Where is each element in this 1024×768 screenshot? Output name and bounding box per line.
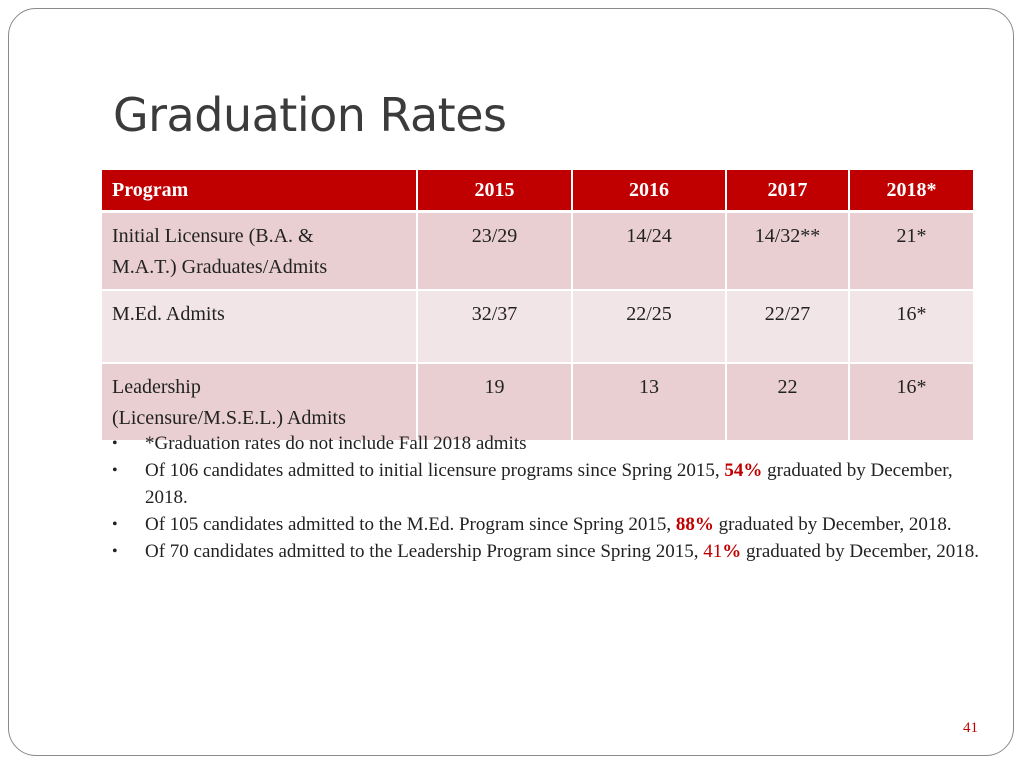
program-name-line1: Leadership bbox=[112, 376, 201, 398]
list-item: • *Graduation rates do not include Fall … bbox=[112, 430, 982, 457]
page-number: 41 bbox=[963, 720, 978, 736]
value-2015: 19 bbox=[417, 363, 573, 442]
bullet-icon: • bbox=[112, 543, 118, 560]
value-2018: 21* bbox=[849, 211, 973, 291]
value-2017: 14/32** bbox=[726, 211, 850, 291]
header-2016: 2016 bbox=[572, 170, 727, 213]
value-2018: 16* bbox=[849, 363, 973, 442]
program-cell: Leadership (Licensure/M.S.E.L.) Admits bbox=[102, 363, 418, 442]
value-2015: 23/29 bbox=[417, 211, 573, 291]
list-item: • Of 105 candidates admitted to the M.Ed… bbox=[112, 511, 982, 538]
note-text-after: graduated by December, 2018. bbox=[741, 541, 979, 562]
table-header-row: Program 2015 2016 2017 2018* bbox=[102, 170, 973, 213]
value-2016: 14/24 bbox=[572, 211, 727, 291]
note-text: *Graduation rates do not include Fall 20… bbox=[145, 433, 527, 454]
value-2018: 16* bbox=[849, 290, 973, 364]
value-2015: 32/37 bbox=[417, 290, 573, 364]
notes-list: • *Graduation rates do not include Fall … bbox=[112, 430, 982, 565]
slide-title: Graduation Rates bbox=[113, 88, 507, 142]
program-name-line1: Initial Licensure (B.A. & bbox=[112, 225, 314, 247]
list-item: • Of 70 candidates admitted to the Leade… bbox=[112, 538, 982, 565]
program-name-line1: M.Ed. Admits bbox=[112, 303, 225, 325]
header-2017: 2017 bbox=[726, 170, 850, 213]
value-2017: 22 bbox=[726, 363, 850, 442]
highlight-percentage: 88% bbox=[675, 514, 714, 535]
highlight-percentage-sign: % bbox=[722, 541, 742, 562]
bullet-icon: • bbox=[112, 435, 118, 452]
highlight-percentage-number: 41 bbox=[703, 541, 723, 562]
table-row: Initial Licensure (B.A. & M.A.T.) Gradua… bbox=[102, 211, 973, 291]
graduation-rates-table: Program 2015 2016 2017 2018* Initial Lic… bbox=[102, 170, 973, 442]
header-2015: 2015 bbox=[417, 170, 573, 213]
value-2016: 22/25 bbox=[572, 290, 727, 364]
note-text-before: Of 105 candidates admitted to the M.Ed. … bbox=[145, 514, 676, 535]
note-text-after: graduated by December, 2018. bbox=[145, 460, 953, 508]
header-program: Program bbox=[102, 170, 418, 213]
value-2017: 22/27 bbox=[726, 290, 850, 364]
note-text-after: graduated by December, 2018. bbox=[713, 514, 952, 535]
table-row: Leadership (Licensure/M.S.E.L.) Admits 1… bbox=[102, 363, 973, 442]
header-2018: 2018* bbox=[849, 170, 973, 213]
program-name-line2: (Licensure/M.S.E.L.) Admits bbox=[112, 407, 346, 429]
bullet-icon: • bbox=[112, 516, 118, 533]
bullet-icon: • bbox=[112, 462, 118, 479]
value-2016: 13 bbox=[572, 363, 727, 442]
highlight-percentage: 54% bbox=[724, 460, 763, 481]
list-item: • Of 106 candidates admitted to initial … bbox=[112, 457, 982, 511]
table-row: M.Ed. Admits 32/37 22/25 22/27 16* bbox=[102, 290, 973, 364]
program-cell: M.Ed. Admits bbox=[102, 290, 418, 364]
note-text-before: Of 70 candidates admitted to the Leaders… bbox=[145, 541, 704, 562]
note-text-before: Of 106 candidates admitted to initial li… bbox=[145, 460, 725, 481]
program-cell: Initial Licensure (B.A. & M.A.T.) Gradua… bbox=[102, 211, 418, 291]
program-name-line2: M.A.T.) Graduates/Admits bbox=[112, 256, 328, 278]
